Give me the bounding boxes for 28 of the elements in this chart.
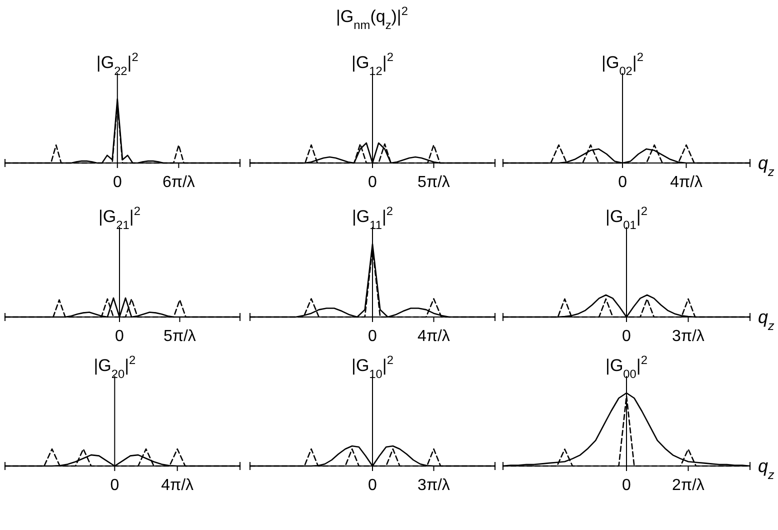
x-tick-label: 0 [368,174,378,191]
chart-title: |G$_{02}$|$^{2}$ [602,50,644,78]
x-axis-title: q$_{z}$ [758,153,776,179]
x-tick-label: 5π/λ [164,328,196,345]
x-axis-title: q$_{z}$ [758,456,776,482]
text: |G$_{nm}$(q$_{z}$)|$^{2}$ [336,4,408,32]
x-tick-label: 0 [622,328,632,345]
x-tick-label: 0 [112,174,122,191]
chart-title: |G$_{01}$|$^{2}$ [606,204,648,232]
x-tick-label: 4π/λ [670,174,702,191]
x-tick-label: 0 [368,328,378,345]
x-tick-label: 4π/λ [161,477,194,494]
chart-title: |G$_{00}$|$^{2}$ [606,353,648,381]
x-axis-title: q$_{z}$ [758,307,776,333]
chart-title: |G$_{22}$|$^{2}$ [96,50,139,78]
x-tick-label: 2π/λ [672,477,704,494]
x-tick-label: 0 [368,477,378,494]
x-tick-label: 5π/λ [418,174,450,191]
x-tick-label: 0 [115,328,124,345]
x-tick-label: 3π/λ [672,328,704,345]
x-tick-label: 4π/λ [418,328,450,345]
x-tick-label: 6π/λ [162,174,195,191]
x-tick-label: 0 [618,174,628,191]
chart-title: |G$_{21}$|$^{2}$ [98,204,141,232]
x-tick-label: 0 [622,477,632,494]
x-tick-label: 0 [110,477,120,494]
chart-title: |G$_{20}$|$^{2}$ [94,353,136,381]
x-tick-label: 3π/λ [418,477,450,494]
